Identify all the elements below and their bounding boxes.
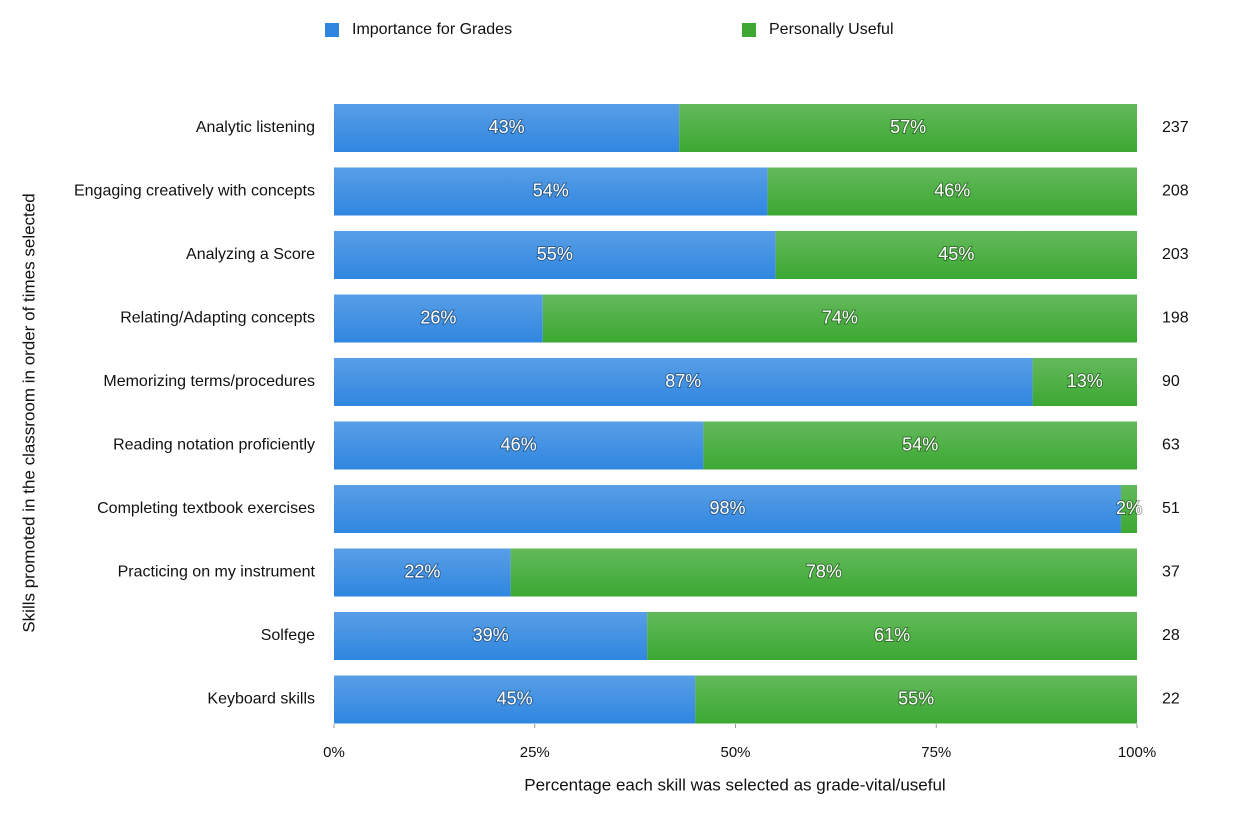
category-label: Engaging creatively with concepts (74, 183, 315, 200)
bar-segment (334, 485, 1121, 533)
bar-segment (1120, 485, 1137, 533)
x-tick-label: 0% (323, 744, 345, 761)
legend-label: Personally Useful (769, 21, 894, 38)
value-label: 87% (665, 371, 701, 391)
bar-segment (510, 548, 1137, 597)
category-label: Practicing on my instrument (118, 564, 316, 581)
total-label: 237 (1162, 119, 1189, 136)
bar-segment (679, 104, 1137, 152)
value-label: 54% (902, 434, 938, 454)
value-label: 46% (934, 180, 970, 200)
value-label: 55% (537, 244, 573, 264)
category-label: Analyzing a Score (186, 246, 315, 263)
value-label: 39% (473, 625, 509, 645)
bar-segment (647, 612, 1137, 660)
y-axis-title: Skills promoted in the classroom in orde… (19, 193, 38, 632)
value-label: 26% (420, 307, 456, 327)
value-label: 61% (874, 625, 910, 645)
category-label: Relating/Adapting concepts (120, 310, 315, 327)
legend-swatch (742, 23, 756, 37)
bar-segment (334, 294, 543, 343)
value-label: 13% (1067, 371, 1103, 391)
total-label: 63 (1162, 437, 1180, 454)
bar-segment (542, 294, 1137, 343)
legend-swatch (325, 23, 339, 37)
bar-segment (703, 421, 1137, 470)
value-label: 45% (938, 244, 974, 264)
value-label: 54% (533, 180, 569, 200)
total-label: 51 (1162, 500, 1180, 517)
x-tick-label: 25% (520, 744, 550, 761)
total-label: 198 (1162, 310, 1189, 327)
bar-segment (767, 167, 1137, 216)
bar-segment (334, 548, 511, 597)
total-label: 22 (1162, 691, 1180, 708)
total-label: 203 (1162, 246, 1189, 263)
bar-segment (334, 231, 776, 279)
bar-segment (334, 612, 648, 660)
bar-segment (695, 675, 1137, 724)
bar-segment (334, 167, 768, 216)
category-label: Analytic listening (196, 119, 315, 136)
bar-segment (334, 104, 680, 152)
value-label: 57% (890, 117, 926, 137)
x-axis-title: Percentage each skill was selected as gr… (524, 775, 945, 794)
bar-segment (775, 231, 1137, 279)
bar-segment (334, 421, 704, 470)
category-label: Keyboard skills (207, 691, 315, 708)
category-label: Completing textbook exercises (97, 500, 315, 517)
category-label: Reading notation proficiently (113, 437, 315, 454)
x-tick-label: 75% (921, 744, 951, 761)
total-label: 90 (1162, 373, 1180, 390)
value-label: 45% (497, 688, 533, 708)
total-label: 208 (1162, 183, 1189, 200)
value-label: 43% (489, 117, 525, 137)
bar-segment (1032, 358, 1137, 406)
value-label: 2% (1116, 498, 1142, 518)
value-label: 74% (822, 307, 858, 327)
value-label: 46% (501, 434, 537, 454)
value-label: 78% (806, 561, 842, 581)
legend-label: Importance for Grades (352, 21, 512, 38)
bar-segment (334, 675, 696, 724)
x-tick-label: 100% (1118, 744, 1156, 761)
total-label: 28 (1162, 627, 1180, 644)
bar-segment (334, 358, 1033, 406)
x-tick-label: 50% (720, 744, 750, 761)
category-label: Solfege (261, 627, 315, 644)
value-label: 22% (404, 561, 440, 581)
category-label: Memorizing terms/procedures (103, 373, 315, 390)
value-label: 55% (898, 688, 934, 708)
total-label: 37 (1162, 564, 1180, 581)
value-label: 98% (709, 498, 745, 518)
